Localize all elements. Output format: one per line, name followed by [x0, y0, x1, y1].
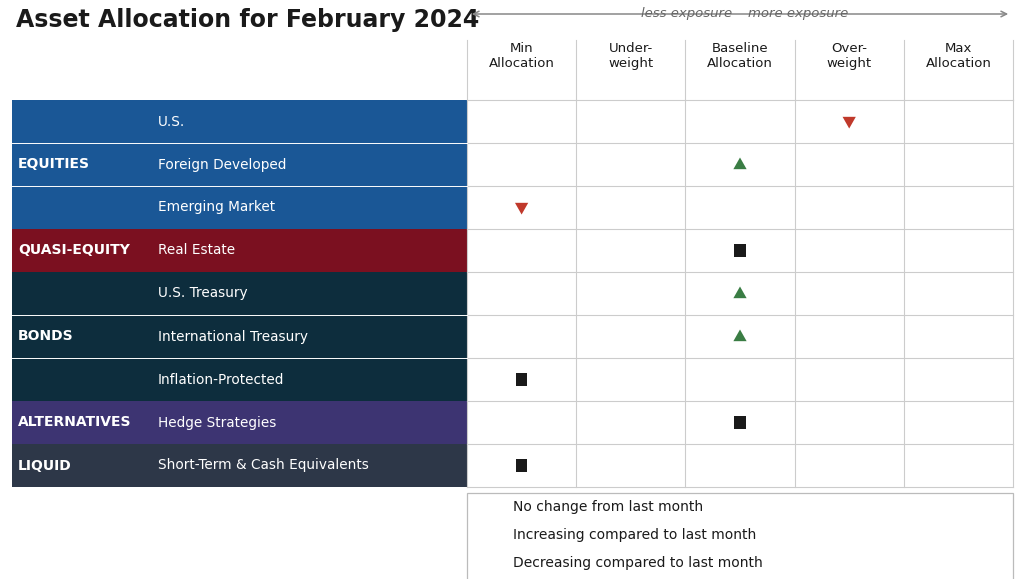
Text: Over-
weight: Over- weight [826, 42, 871, 70]
Bar [12, 444, 467, 487]
Text: Asset Allocation for February 2024: Asset Allocation for February 2024 [16, 8, 480, 32]
Polygon shape [515, 203, 528, 215]
Text: Baseline
Allocation: Baseline Allocation [707, 42, 773, 70]
Text: Inflation-Protected: Inflation-Protected [158, 372, 284, 387]
Polygon shape [843, 117, 856, 129]
Bar [12, 401, 467, 444]
Text: Under-
weight: Under- weight [608, 42, 653, 70]
Text: LIQUID: LIQUID [18, 459, 72, 472]
Text: less exposure: less exposure [641, 8, 732, 20]
Bar [735, 416, 745, 429]
Text: Min
Allocation: Min Allocation [489, 42, 555, 70]
Polygon shape [733, 329, 746, 341]
Text: Max
Allocation: Max Allocation [926, 42, 991, 70]
Text: BONDS: BONDS [18, 329, 74, 343]
Bar [484, 501, 494, 513]
Text: U.S. Treasury: U.S. Treasury [158, 287, 248, 301]
Bar [12, 315, 467, 358]
Bar [12, 186, 467, 229]
Polygon shape [733, 287, 746, 298]
Text: Decreasing compared to last month: Decreasing compared to last month [512, 556, 763, 570]
Bar [12, 100, 467, 143]
Text: International Treasury: International Treasury [158, 329, 308, 343]
Text: Foreign Developed: Foreign Developed [158, 157, 286, 171]
Bar [735, 244, 745, 257]
Bar [12, 272, 467, 315]
Polygon shape [483, 559, 495, 570]
Bar [516, 459, 527, 472]
Text: Real Estate: Real Estate [158, 244, 235, 258]
Text: ALTERNATIVES: ALTERNATIVES [18, 416, 131, 430]
Text: more exposure: more exposure [748, 8, 849, 20]
Text: Emerging Market: Emerging Market [158, 200, 275, 214]
Text: EQUITIES: EQUITIES [18, 157, 90, 171]
Text: QUASI-EQUITY: QUASI-EQUITY [18, 244, 130, 258]
Bar [12, 358, 467, 401]
Text: U.S.: U.S. [158, 115, 186, 129]
Polygon shape [483, 529, 495, 539]
Text: Hedge Strategies: Hedge Strategies [158, 416, 277, 430]
Bar [12, 229, 467, 272]
Bar [12, 143, 467, 186]
Text: Increasing compared to last month: Increasing compared to last month [512, 528, 756, 542]
Text: No change from last month: No change from last month [512, 500, 703, 514]
Text: Short-Term & Cash Equivalents: Short-Term & Cash Equivalents [158, 459, 369, 472]
Polygon shape [733, 157, 746, 169]
Bar [516, 373, 527, 386]
FancyBboxPatch shape [467, 493, 1013, 579]
